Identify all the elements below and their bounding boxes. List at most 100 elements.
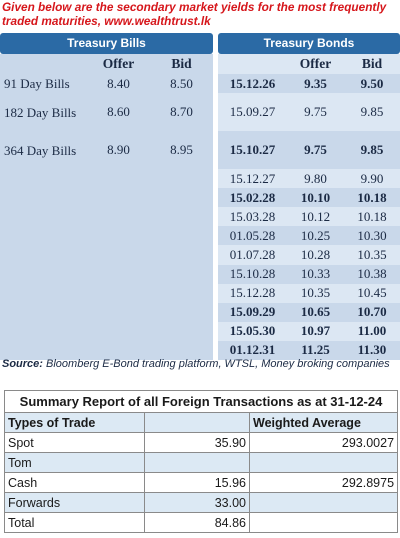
bond-bid: 9.85 <box>344 93 400 132</box>
source-text: Bloomberg E-Bond trading platform, WTSL,… <box>42 358 390 370</box>
fx-col-avg: Weighted Average <box>248 412 399 433</box>
yield-row: 01.07.28 10.28 10.35 <box>0 245 400 265</box>
fx-value <box>144 452 250 473</box>
bond-bid: 10.45 <box>344 283 400 303</box>
bond-offer: 11.25 <box>287 340 344 361</box>
column-gap <box>213 264 218 284</box>
bill-empty <box>150 321 213 341</box>
bond-bid: 9.85 <box>344 131 400 170</box>
bill-name: 364 Day Bills <box>0 131 87 170</box>
source-note: Source: Bloomberg E-Bond trading platfor… <box>2 358 400 370</box>
bond-bid: 11.00 <box>344 321 400 341</box>
bonds-offer-header: Offer <box>287 54 344 74</box>
yield-column-headers: Offer Bid Offer Bid <box>0 54 400 74</box>
yield-row: 15.05.30 10.97 11.00 <box>0 321 400 341</box>
fx-weighted-average: 293.0027 <box>248 432 399 453</box>
bond-offer: 9.75 <box>287 131 344 170</box>
bill-empty <box>0 169 87 189</box>
bill-empty <box>87 226 150 246</box>
fx-value: 84.86 <box>144 512 250 533</box>
bond-offer: 10.97 <box>287 321 344 341</box>
bills-offer-header: Offer <box>87 54 150 74</box>
bond-offer: 10.10 <box>287 188 344 208</box>
bonds-bid-header: Bid <box>344 54 400 74</box>
fx-summary-table: Summary Report of all Foreign Transactio… <box>3 390 399 533</box>
bond-maturity: 15.05.30 <box>218 321 287 341</box>
bond-bid: 10.35 <box>344 245 400 265</box>
fx-weighted-average <box>248 512 399 533</box>
bill-empty <box>150 283 213 303</box>
bill-name: 182 Day Bills <box>0 93 87 132</box>
bill-empty <box>87 302 150 322</box>
yield-row: 364 Day Bills 8.90 8.95 15.10.27 9.75 9.85 <box>0 131 400 170</box>
fx-col-type: Types of Trade <box>4 412 145 433</box>
yield-row: 15.10.28 10.33 10.38 <box>0 264 400 284</box>
bond-bid: 10.18 <box>344 207 400 227</box>
bill-empty <box>0 264 87 284</box>
bond-offer: 9.75 <box>287 93 344 132</box>
fx-value: 15.96 <box>144 472 250 493</box>
bond-maturity: 15.03.28 <box>218 207 287 227</box>
fx-value: 35.90 <box>144 432 250 453</box>
bill-empty <box>150 188 213 208</box>
fx-title-row: Summary Report of all Foreign Transactio… <box>3 390 399 413</box>
bill-empty <box>0 340 87 361</box>
bills-name-header <box>0 54 87 74</box>
bill-empty <box>150 226 213 246</box>
fx-title: Summary Report of all Foreign Transactio… <box>3 390 399 413</box>
column-gap <box>213 93 218 132</box>
fx-row: Cash 15.96 292.8975 <box>4 472 399 493</box>
bond-bid: 9.50 <box>344 74 400 94</box>
bond-bid: 10.18 <box>344 188 400 208</box>
bill-empty <box>87 245 150 265</box>
bill-empty <box>0 321 87 341</box>
bond-offer: 10.65 <box>287 302 344 322</box>
column-gap <box>213 74 218 94</box>
fx-row: Spot 35.90 293.0027 <box>4 432 399 453</box>
bond-bid: 11.30 <box>344 340 400 361</box>
column-gap <box>213 131 218 170</box>
column-gap <box>213 54 218 74</box>
bond-maturity: 15.12.27 <box>218 169 287 189</box>
bond-maturity: 15.12.28 <box>218 283 287 303</box>
yield-row: 91 Day Bills 8.40 8.50 15.12.26 9.35 9.50 <box>0 74 400 94</box>
source-label: Source: <box>2 358 43 370</box>
bond-bid: 10.30 <box>344 226 400 246</box>
bill-empty <box>150 302 213 322</box>
fx-trade-type: Tom <box>4 452 145 473</box>
bill-empty <box>150 340 213 361</box>
yield-row: 182 Day Bills 8.60 8.70 15.09.27 9.75 9.85 <box>0 93 400 132</box>
yield-row: 15.12.28 10.35 10.45 <box>0 283 400 303</box>
column-gap <box>213 169 218 189</box>
bill-empty <box>0 188 87 208</box>
bill-bid: 8.70 <box>150 93 213 132</box>
bill-empty <box>87 207 150 227</box>
bills-bid-header: Bid <box>150 54 213 74</box>
bill-empty <box>0 283 87 303</box>
column-gap <box>213 321 218 341</box>
fx-weighted-average <box>248 452 399 473</box>
bond-offer: 10.25 <box>287 226 344 246</box>
bond-offer: 10.33 <box>287 264 344 284</box>
treasury-bonds-header: Treasury Bonds <box>218 33 400 54</box>
bond-maturity: 15.09.27 <box>218 93 287 132</box>
column-gap <box>213 302 218 322</box>
bill-empty <box>87 321 150 341</box>
bond-offer: 9.80 <box>287 169 344 189</box>
yield-row: 15.12.27 9.80 9.90 <box>0 169 400 189</box>
bill-bid: 8.50 <box>150 74 213 94</box>
fx-trade-type: Cash <box>4 472 145 493</box>
fx-weighted-average <box>248 492 399 513</box>
bond-maturity: 01.05.28 <box>218 226 287 246</box>
yield-row: 01.12.31 11.25 11.30 <box>0 340 400 361</box>
bill-empty <box>87 188 150 208</box>
bill-empty <box>0 302 87 322</box>
yield-row: 15.02.28 10.10 10.18 <box>0 188 400 208</box>
bond-maturity: 15.12.26 <box>218 74 287 94</box>
fx-header-row: Types of Trade Weighted Average <box>4 412 399 433</box>
bond-bid: 10.70 <box>344 302 400 322</box>
yield-row: 15.03.28 10.12 10.18 <box>0 207 400 227</box>
bill-empty <box>87 169 150 189</box>
column-gap <box>213 226 218 246</box>
bill-empty <box>87 264 150 284</box>
